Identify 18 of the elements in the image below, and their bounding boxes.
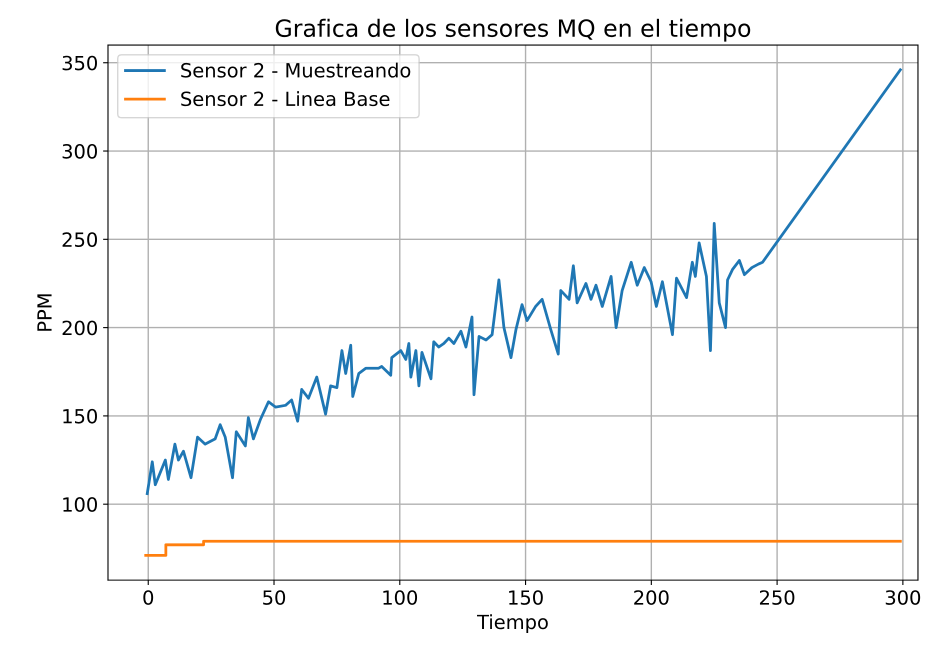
y-tick-label: 100 [63, 497, 97, 512]
x-tick-label: 50 [263, 590, 286, 605]
chart-title: Grafica de los sensores MQ en el tiempo [276, 18, 750, 42]
y-tick-label: 200 [62, 320, 97, 336]
x-tick-label: 150 [509, 590, 543, 605]
y-tick-label: 250 [62, 232, 97, 247]
x-tick-label: 300 [886, 590, 920, 605]
y-tick-label: 300 [62, 144, 97, 159]
x-tick-label: 200 [634, 590, 669, 605]
x-tick-label: 0 [143, 590, 154, 605]
legend-label: Sensor 2 - Linea Base [181, 91, 390, 106]
x-tick-label: 100 [383, 590, 418, 605]
y-tick-label: 350 [62, 56, 97, 70]
y-axis-title: PPM [37, 294, 52, 331]
x-tick-label: 250 [760, 590, 794, 605]
y-tick-label: 150 [63, 408, 97, 424]
x-axis-title: Tiempo [477, 614, 548, 634]
legend-label: Sensor 2 - Muestreando [181, 62, 410, 78]
